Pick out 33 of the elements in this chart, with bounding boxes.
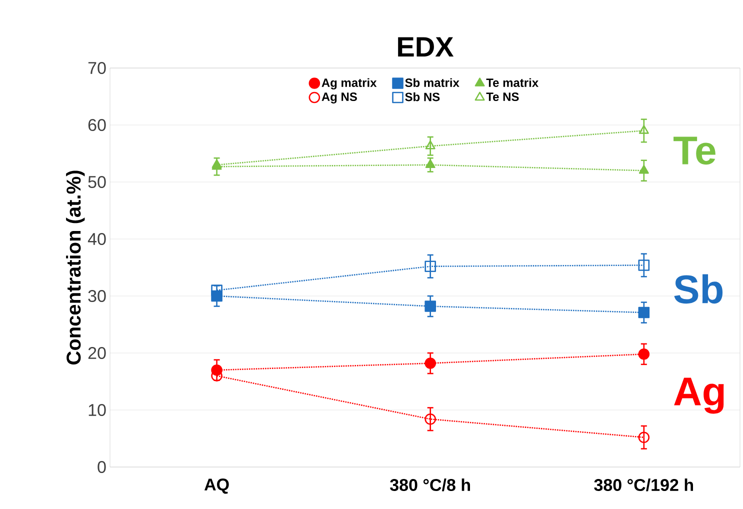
point <box>424 300 436 312</box>
point <box>424 358 436 369</box>
point <box>638 348 650 360</box>
legend-label: Sb matrix <box>405 78 460 87</box>
y-tick-label: 40 <box>88 232 106 246</box>
point <box>424 260 436 272</box>
x-tick-label: 380 °C/192 h <box>594 478 694 492</box>
annotation: Sb <box>674 274 723 304</box>
x-tick-label: 380 °C/8 h <box>390 478 470 492</box>
legend-label: Sb NS <box>405 92 440 102</box>
point <box>638 164 649 174</box>
y-tick-label: 50 <box>88 176 106 188</box>
y-axis-title: Concentration (at.%) <box>66 170 85 364</box>
chart-title: EDX <box>398 37 454 56</box>
annotation: Te <box>674 136 716 165</box>
y-tick-label: 0 <box>98 460 106 474</box>
point <box>425 140 436 150</box>
point <box>638 260 650 271</box>
x-tick-label: AQ <box>204 478 229 494</box>
point <box>638 432 650 444</box>
annotation: Ag <box>674 378 724 414</box>
y-tick-label: 60 <box>88 118 106 132</box>
legend-label: Ag matrix <box>322 78 377 90</box>
y-tick-label: 30 <box>88 290 106 302</box>
legend-label: Te matrix <box>486 78 538 87</box>
point <box>638 125 649 134</box>
y-tick-label: 10 <box>88 404 106 416</box>
y-tick-label: 70 <box>88 62 106 74</box>
y-tick-label: 20 <box>88 346 106 360</box>
legend-label: Te NS <box>486 92 519 102</box>
point <box>424 413 436 425</box>
point <box>638 306 650 318</box>
legend-label: Ag NS <box>322 92 357 104</box>
